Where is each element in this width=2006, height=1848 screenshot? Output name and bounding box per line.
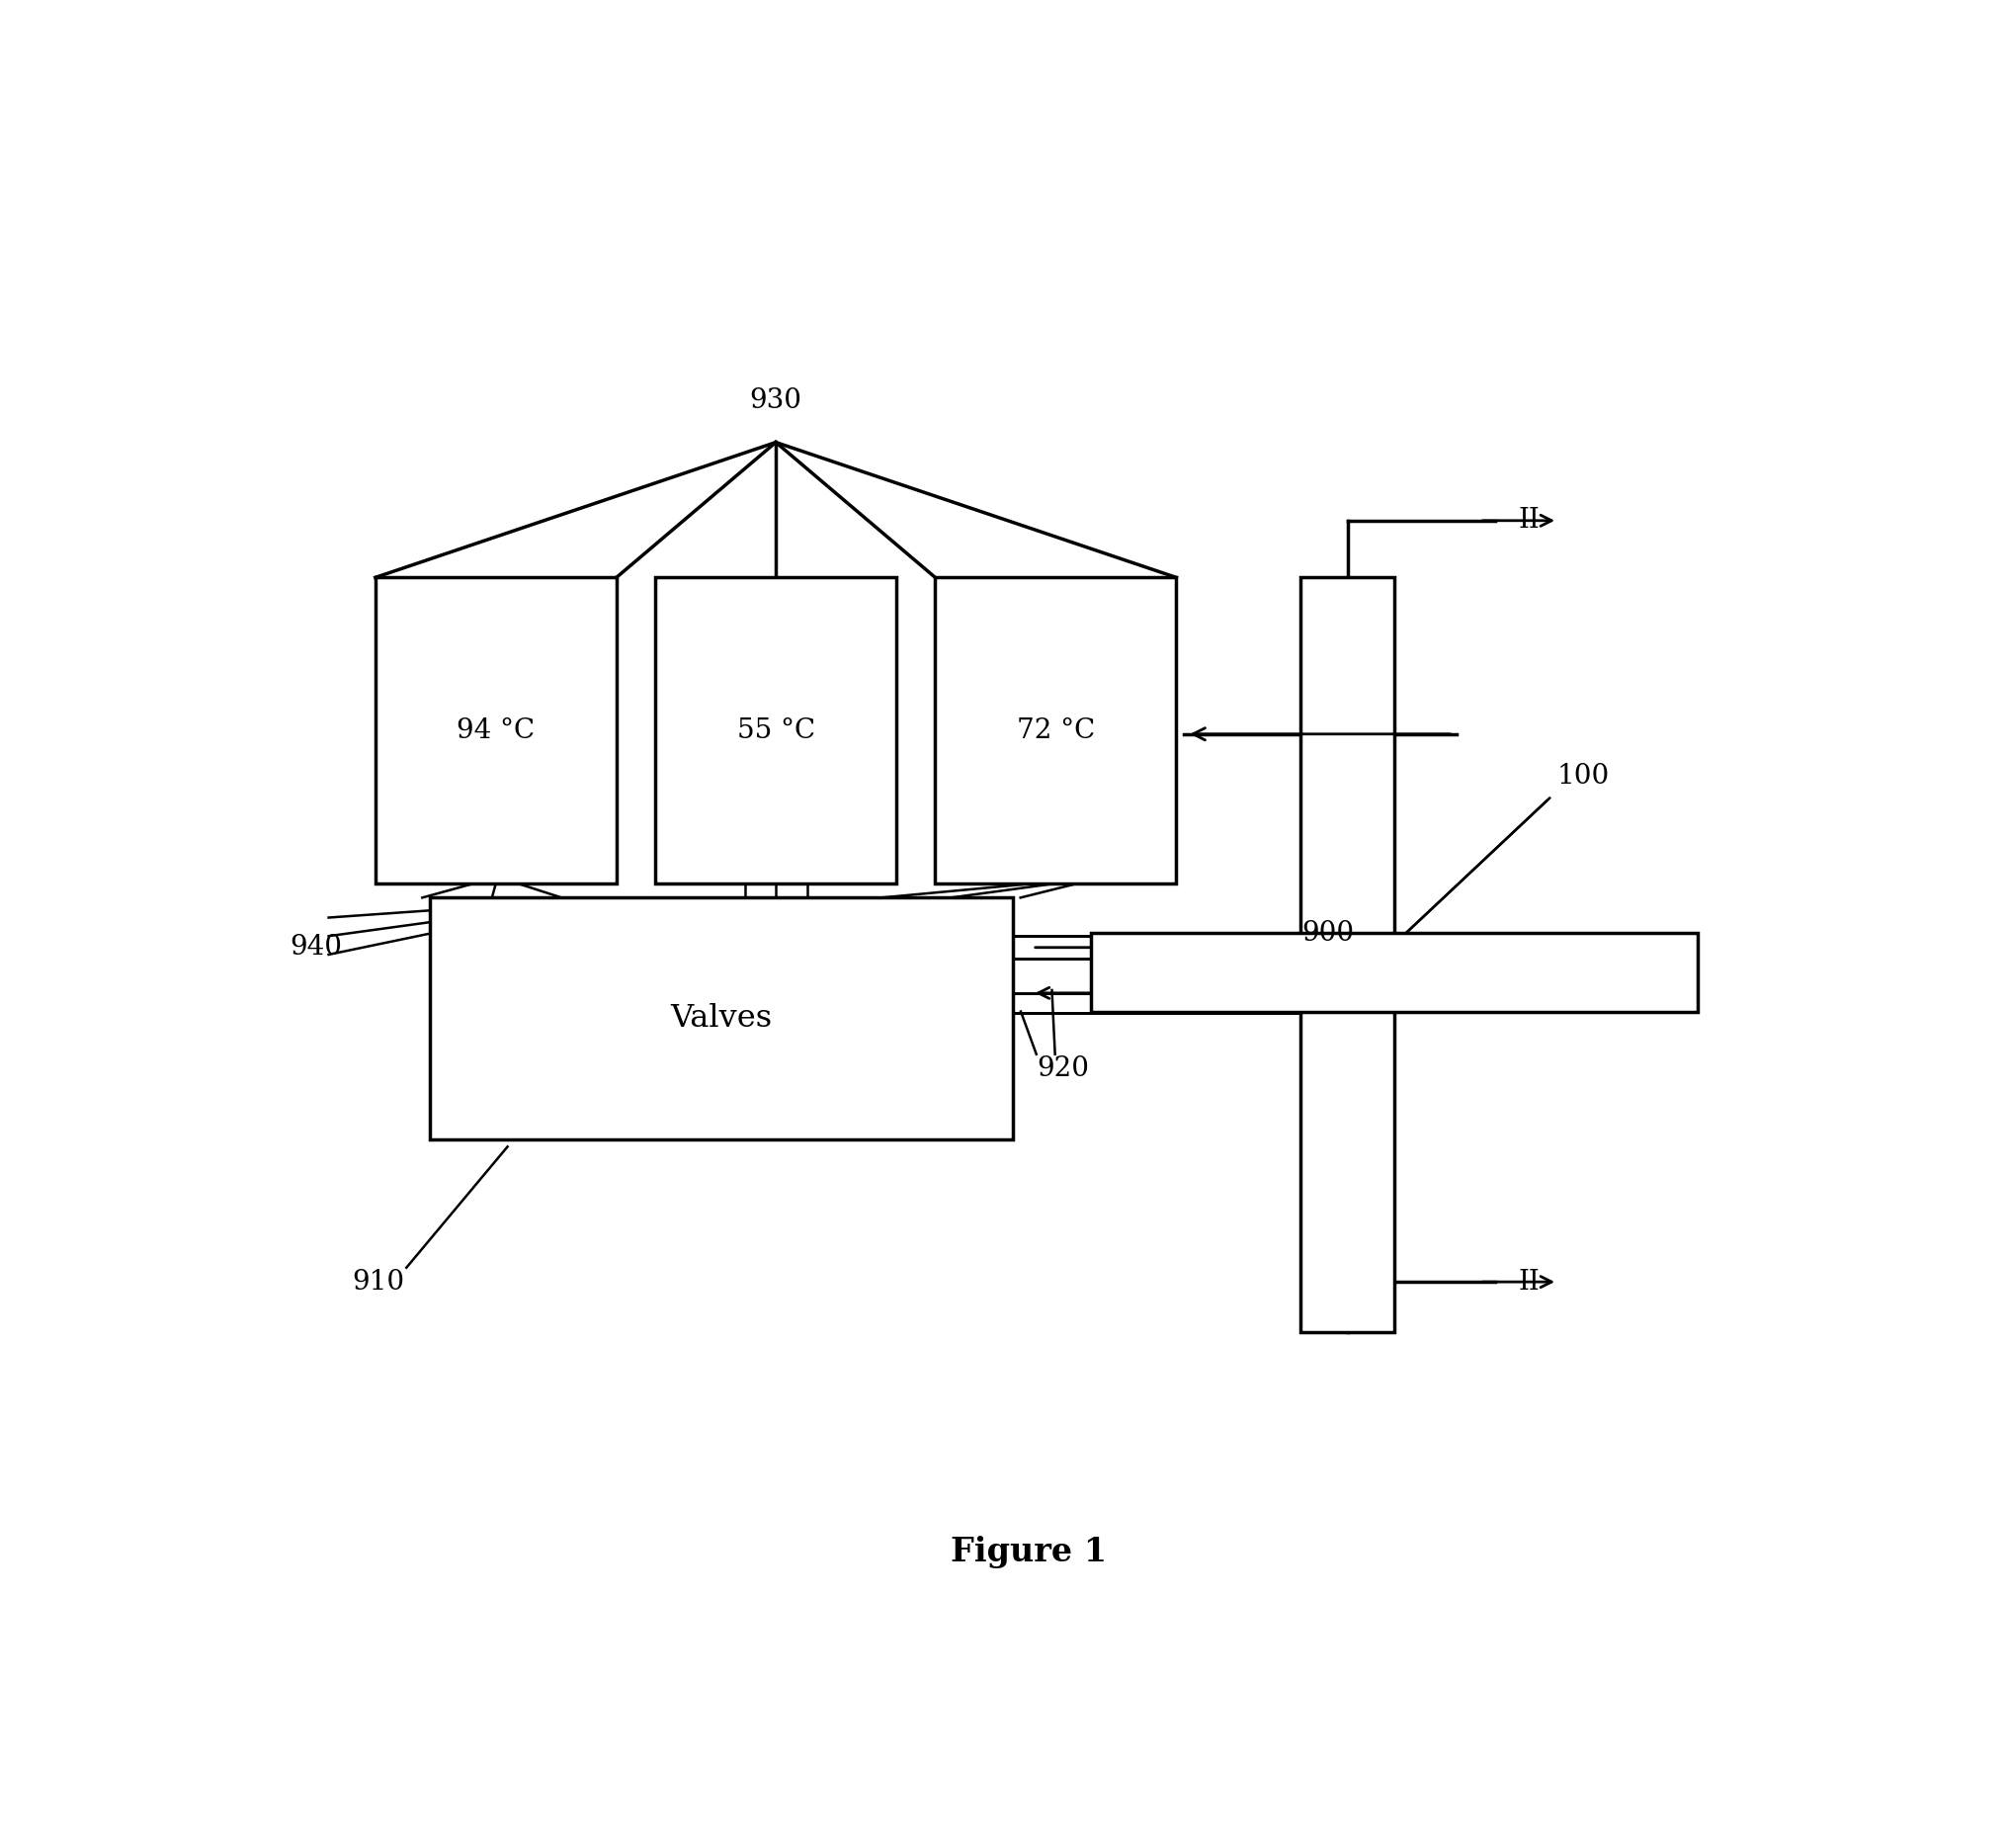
Text: 72 °C: 72 °C — [1017, 717, 1095, 743]
Text: 910: 910 — [351, 1268, 405, 1295]
Text: 94 °C: 94 °C — [457, 717, 536, 743]
Bar — [1091, 933, 1697, 1011]
Text: 55 °C: 55 °C — [736, 717, 814, 743]
Text: 940: 940 — [289, 933, 341, 961]
Bar — [1300, 577, 1394, 1332]
Text: Figure 1: Figure 1 — [951, 1536, 1105, 1569]
Bar — [654, 578, 897, 883]
Text: 930: 930 — [750, 388, 802, 414]
Text: 900: 900 — [1302, 920, 1354, 946]
Bar — [375, 578, 616, 883]
Text: Valves: Valves — [670, 1003, 772, 1033]
Bar — [935, 578, 1176, 883]
Bar — [429, 898, 1013, 1140]
Text: 920: 920 — [1035, 1055, 1087, 1081]
Text: 100: 100 — [1557, 763, 1609, 791]
Text: II: II — [1519, 506, 1539, 534]
Text: II: II — [1519, 1268, 1539, 1295]
